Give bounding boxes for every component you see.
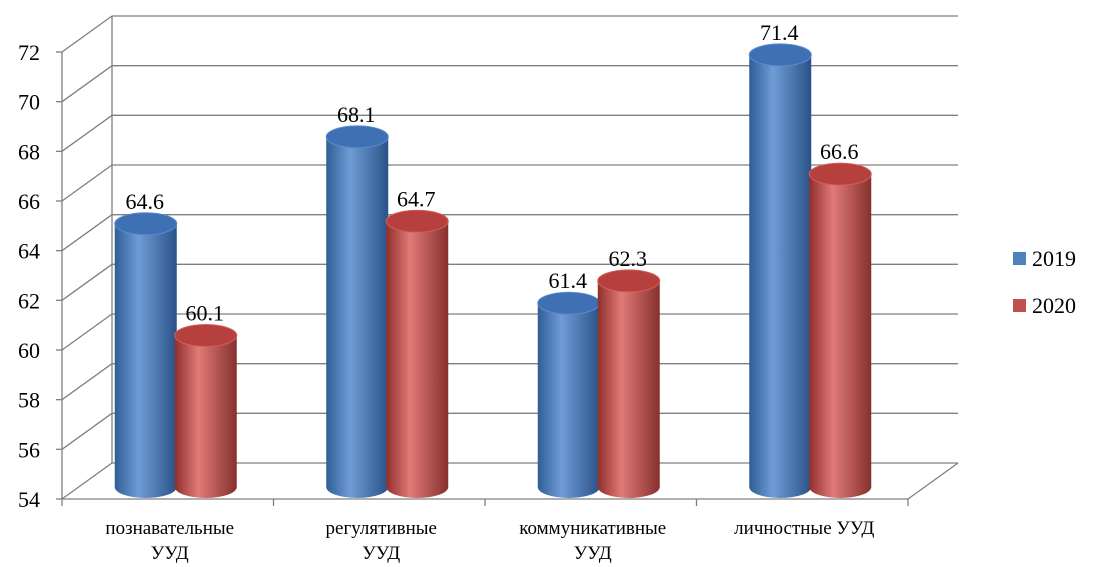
side-gridline	[61, 412, 113, 450]
side-gridline	[61, 114, 113, 152]
bar-2019-3	[748, 43, 812, 499]
bar-body	[326, 136, 389, 498]
side-gridline	[61, 65, 113, 103]
bar-2020-3	[808, 162, 872, 498]
data-label: 62.3	[609, 246, 648, 271]
bar-body	[809, 174, 872, 498]
side-gridline	[61, 164, 113, 202]
data-label: 64.6	[126, 189, 165, 214]
legend-swatch	[1013, 299, 1026, 312]
y-tick-label: 64	[18, 239, 40, 264]
side-gridline	[61, 363, 113, 401]
bar-body	[749, 54, 812, 499]
legend-swatch	[1013, 252, 1026, 265]
y-tick-label: 56	[18, 437, 40, 462]
side-gridline	[61, 313, 113, 351]
bar-2020-0	[174, 324, 238, 498]
y-tick-label: 58	[18, 388, 40, 413]
y-tick-label: 68	[18, 139, 40, 164]
legend-label: 2020	[1032, 293, 1076, 318]
y-tick-label: 62	[18, 288, 40, 313]
bar-body	[174, 335, 237, 498]
y-tick-label: 66	[18, 189, 40, 214]
bar-top	[385, 209, 449, 233]
bar-body	[597, 280, 660, 498]
bar-top	[537, 291, 601, 315]
y-axis-tick-labels: 54 56 58 60 62 64 66 68 70 72	[18, 40, 40, 512]
data-label: 66.6	[820, 139, 859, 164]
bar-2020-1	[385, 209, 449, 499]
category-labels: познавательные УУД регулятивные УУД коммуник…	[105, 518, 874, 564]
bar-top	[748, 43, 812, 67]
bar-2019-2	[537, 291, 601, 498]
bar-top	[174, 324, 238, 348]
y-tick-label: 54	[18, 487, 40, 512]
data-label: 61.4	[549, 268, 588, 293]
y-tick-label: 70	[18, 90, 40, 115]
category-label: познавательные УУД	[105, 518, 234, 564]
bar-body	[537, 303, 600, 498]
axes	[56, 16, 959, 506]
data-labels: 64.6 60.1 68.1 64.7 61.4 62.3 71.4 66.6	[126, 20, 859, 326]
bar-top	[114, 212, 178, 236]
side-gridline	[61, 263, 113, 301]
bar-2019-0	[114, 212, 178, 498]
category-label: регулятивные УУД	[326, 518, 437, 564]
bar-2020-2	[597, 269, 661, 498]
bar-body	[386, 221, 449, 499]
bar-top	[597, 269, 661, 293]
category-label: личностные УУД	[734, 518, 874, 539]
bar-body	[114, 223, 177, 498]
data-label: 71.4	[760, 20, 799, 45]
bars	[114, 43, 872, 499]
side-gridline	[61, 462, 113, 500]
y-tick-label: 60	[18, 338, 40, 363]
legend: 2019 2020	[1013, 246, 1076, 318]
floor-right-edge	[907, 462, 959, 500]
side-gridline	[61, 15, 113, 53]
data-label: 64.7	[397, 186, 436, 211]
data-label: 60.1	[186, 301, 225, 326]
legend-label: 2019	[1032, 246, 1076, 271]
bar-2019-1	[325, 125, 389, 498]
side-gridline	[61, 214, 113, 252]
bar-top	[325, 125, 389, 149]
y-tick-label: 72	[18, 40, 40, 65]
bar-top	[808, 162, 872, 186]
data-label: 68.1	[337, 102, 376, 127]
category-label: коммуникативные УУД	[519, 518, 666, 564]
